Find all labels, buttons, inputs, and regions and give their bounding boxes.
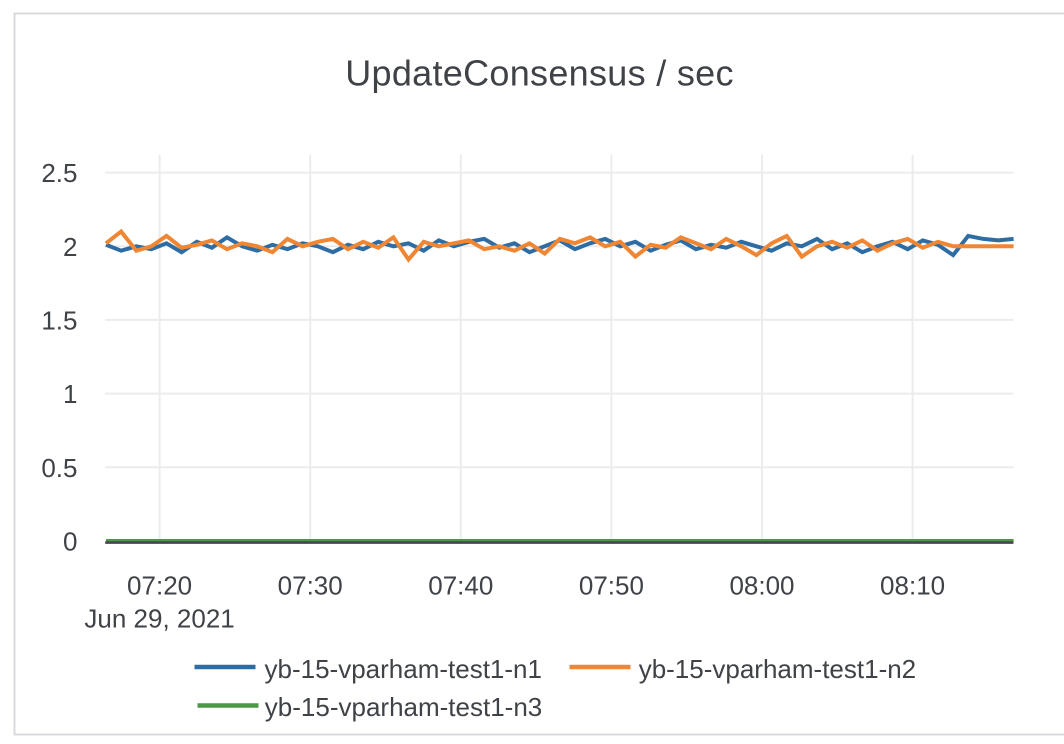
svg-text:07:50: 07:50: [579, 571, 644, 601]
svg-text:2.5: 2.5: [41, 158, 77, 188]
svg-text:UpdateConsensus / sec: UpdateConsensus / sec: [345, 53, 734, 94]
svg-text:07:20: 07:20: [127, 571, 192, 601]
svg-text:Jun 29, 2021: Jun 29, 2021: [84, 603, 234, 633]
svg-text:08:10: 08:10: [880, 571, 945, 601]
svg-text:08:00: 08:00: [729, 571, 794, 601]
svg-text:yb-15-vparham-test1-n1: yb-15-vparham-test1-n1: [265, 654, 542, 684]
svg-text:07:30: 07:30: [278, 571, 343, 601]
svg-text:1.5: 1.5: [41, 305, 77, 335]
svg-text:1: 1: [63, 379, 77, 409]
svg-text:2: 2: [63, 232, 77, 262]
svg-text:0.5: 0.5: [41, 453, 77, 483]
svg-text:yb-15-vparham-test1-n2: yb-15-vparham-test1-n2: [639, 654, 916, 684]
svg-text:0: 0: [63, 527, 77, 557]
svg-text:yb-15-vparham-test1-n3: yb-15-vparham-test1-n3: [265, 692, 542, 722]
svg-text:07:40: 07:40: [428, 571, 493, 601]
